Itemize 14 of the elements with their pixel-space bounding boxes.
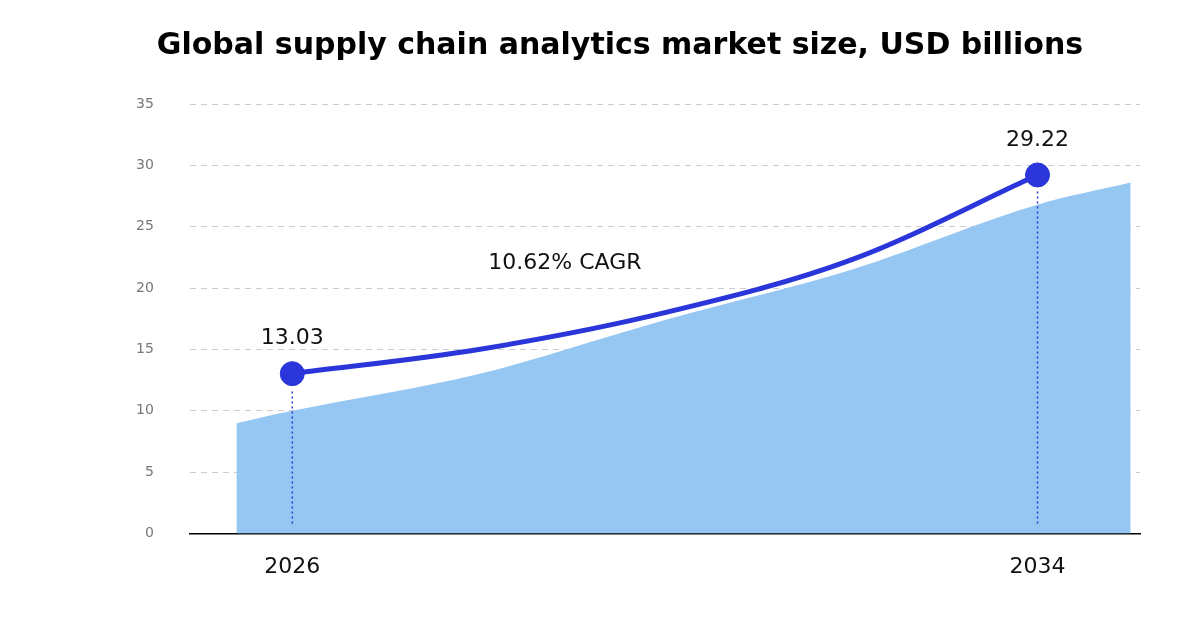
annotation: 10.62% CAGR (488, 248, 642, 274)
x-tick-label: 2034 (1009, 552, 1066, 578)
data-label: 13.03 (260, 324, 324, 350)
x-tick-label: 2026 (264, 552, 321, 578)
y-tick-label: 25 (135, 217, 154, 234)
y-tick-label: 0 (144, 524, 154, 541)
y-tick-label: 20 (135, 278, 154, 295)
y-tick-label: 35 (135, 94, 154, 111)
y-tick-label: 15 (135, 340, 154, 357)
y-tick-label: 10 (135, 401, 154, 418)
data-label: 29.22 (1006, 125, 1070, 151)
y-tick-label: 30 (135, 156, 154, 173)
y-tick-label: 5 (144, 462, 154, 479)
chart-title: Global supply chain analytics market size, USD billions (156, 25, 1084, 61)
